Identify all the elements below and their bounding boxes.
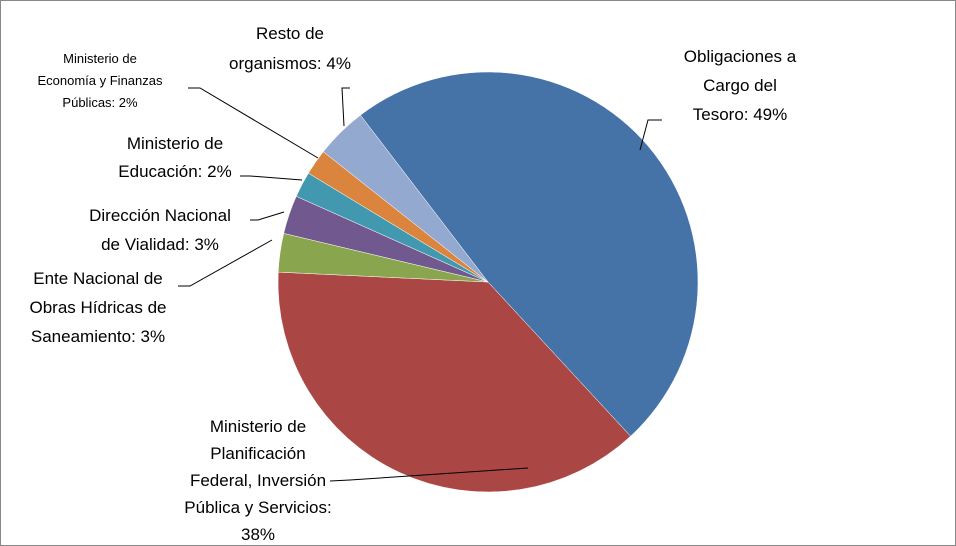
- data-label: Ente Nacional de Obras Hídricas de Saneami…: [30, 269, 167, 346]
- data-label: Ministerio de Economía y Finanzas Públicas…: [37, 51, 163, 110]
- data-label: Obligaciones a Cargo del Tesoro: 49%: [684, 47, 797, 124]
- data-label: Ministerio de Planificación Federal, Inver…: [184, 417, 331, 544]
- data-label: Ministerio de Educación: 2%: [118, 134, 231, 181]
- data-label: Dirección Nacional de Vialidad: 3%: [89, 206, 231, 254]
- leader-line: [240, 175, 303, 181]
- pie-slice: [277, 271, 631, 493]
- data-label: Resto de organismos: 4%: [229, 24, 351, 73]
- pie-slice: [322, 114, 489, 283]
- leader-line: [250, 211, 285, 221]
- leader-line: [341, 87, 350, 127]
- leader-line: [178, 239, 273, 287]
- leader-line: [188, 87, 319, 159]
- leader-line: [639, 119, 662, 151]
- pie-slice: [360, 71, 699, 437]
- leader-line: [329, 467, 529, 482]
